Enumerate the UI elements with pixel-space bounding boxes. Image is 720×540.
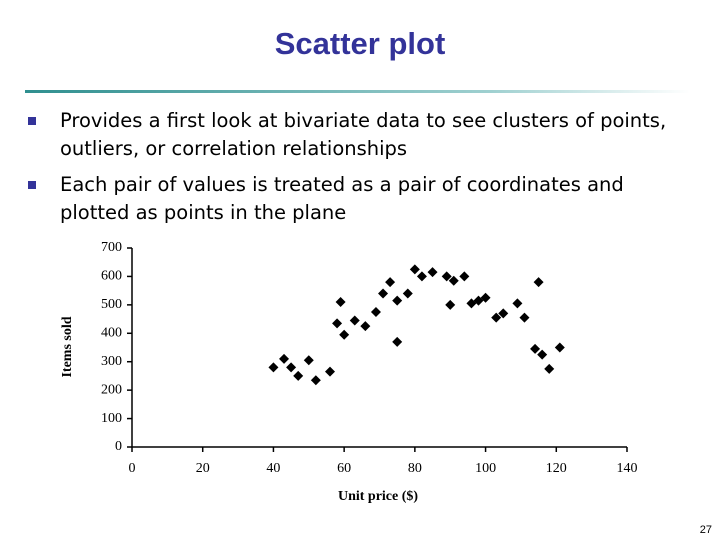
page-number: 27 (699, 524, 712, 536)
point (512, 298, 523, 309)
point (491, 312, 502, 323)
point (480, 292, 491, 303)
point (537, 349, 548, 360)
title-rule (25, 90, 690, 93)
x-tick-label: 100 (475, 461, 496, 476)
point (360, 321, 371, 332)
bullet: Provides a first look at bivariate data … (28, 107, 680, 163)
point (459, 271, 470, 282)
bullet: Each pair of values is treated as a pair… (28, 171, 680, 227)
point (544, 363, 555, 374)
point (325, 366, 335, 377)
y-axis-label: Items sold (60, 316, 75, 377)
slide-title: Scatter plot (274, 26, 446, 61)
y-tick-label: 600 (101, 269, 122, 284)
point (416, 271, 427, 282)
y-tick-label: 700 (101, 240, 122, 255)
point (554, 342, 565, 353)
y-tick-label: 300 (101, 354, 122, 369)
point (498, 308, 509, 319)
y-tick-label: 500 (101, 297, 122, 312)
point (293, 370, 304, 381)
point (268, 362, 279, 373)
point (530, 343, 541, 354)
point (332, 318, 343, 329)
point (378, 288, 389, 299)
point (402, 288, 413, 299)
point (339, 329, 350, 340)
point (392, 336, 403, 347)
x-tick-label: 0 (129, 461, 136, 476)
y-tick-label: 400 (101, 326, 122, 341)
point (385, 277, 396, 288)
point (519, 312, 530, 323)
point (533, 277, 544, 288)
point (427, 267, 438, 278)
x-tick-label: 40 (266, 461, 280, 476)
x-tick-label: 140 (617, 461, 638, 476)
point (409, 264, 420, 275)
point (392, 295, 403, 306)
point (279, 353, 290, 364)
y-tick-label: 0 (115, 439, 122, 454)
point (286, 362, 297, 373)
x-tick-label: 120 (546, 461, 567, 476)
point (441, 271, 452, 282)
point (310, 375, 321, 386)
point (349, 315, 360, 326)
point (448, 275, 459, 286)
x-tick-label: 20 (196, 461, 210, 476)
point (335, 297, 346, 308)
x-axis-label: Unit price ($) (338, 489, 418, 504)
x-tick-label: 80 (408, 461, 422, 476)
point (445, 299, 456, 310)
point (303, 355, 314, 366)
point (370, 306, 381, 317)
y-tick-label: 100 (101, 411, 122, 426)
y-tick-label: 200 (101, 382, 122, 397)
x-tick-label: 60 (337, 461, 351, 476)
